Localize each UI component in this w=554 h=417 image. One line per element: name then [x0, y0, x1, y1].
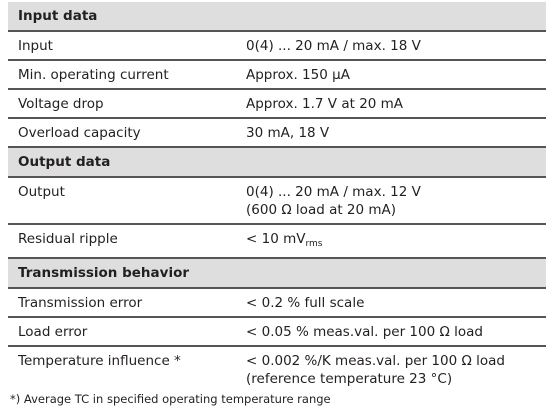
row-label: Overload capacity: [18, 125, 141, 141]
row-value: 0(4) ... 20 mA / max. 18 V: [246, 37, 546, 55]
table-row: Temperature influence * < 0.002 %/K meas.…: [8, 345, 546, 392]
row-label: Input: [18, 38, 53, 54]
value-line: 30 mA, 18 V: [246, 125, 330, 141]
row-label: Voltage drop: [18, 96, 104, 112]
value-line: Approx. 1.7 V at 20 mA: [246, 96, 404, 112]
row-label: Output: [18, 184, 65, 200]
row-label: Min. operating current: [18, 67, 169, 83]
section-header: Output data: [8, 146, 546, 176]
row-value: < 0.002 %/K meas.val. per 100 Ω load (ref…: [246, 352, 546, 388]
row-value: < 10 mVrms: [246, 230, 546, 253]
row-label: Load error: [18, 324, 88, 340]
section-header: Transmission behavior: [8, 257, 546, 287]
value-line: Approx. 150 µA: [246, 67, 350, 83]
value-line: (reference temperature 23 °C): [246, 371, 453, 387]
row-value: < 0.05 % meas.val. per 100 Ω load: [246, 323, 546, 341]
footnote: *) Average TC in specified operating tem…: [10, 392, 331, 406]
row-value: Approx. 1.7 V at 20 mA: [246, 95, 546, 113]
table-row: Input 0(4) ... 20 mA / max. 18 V: [8, 30, 546, 59]
spec-table: Input data Input 0(4) ... 20 mA / max. 18 …: [8, 2, 546, 392]
row-label: Temperature influence *: [18, 353, 181, 369]
table-row: Transmission error < 0.2 % full scale: [8, 287, 546, 316]
value-line: (600 Ω load at 20 mA): [246, 202, 397, 218]
value-line: < 0.2 % full scale: [246, 295, 365, 311]
table-row: Overload capacity 30 mA, 18 V: [8, 117, 546, 146]
value-line: < 0.002 %/K meas.val. per 100 Ω load: [246, 353, 505, 369]
row-value: Approx. 150 µA: [246, 66, 546, 84]
row-label: Residual ripple: [18, 231, 118, 247]
value-line: < 0.05 % meas.val. per 100 Ω load: [246, 324, 483, 340]
table-row: Residual ripple < 10 mVrms: [8, 223, 546, 257]
value-line: < 10 mVrms: [246, 231, 323, 249]
table-row: Voltage drop Approx. 1.7 V at 20 mA: [8, 88, 546, 117]
table-row: Min. operating current Approx. 150 µA: [8, 59, 546, 88]
value-line: 0(4) ... 20 mA / max. 12 V: [246, 184, 421, 200]
table-row: Load error < 0.05 % meas.val. per 100 Ω l…: [8, 316, 546, 345]
section-header: Input data: [8, 2, 546, 30]
row-label: Transmission error: [18, 295, 143, 311]
table-row: Output 0(4) ... 20 mA / max. 12 V (600 Ω l…: [8, 176, 546, 223]
row-value: 30 mA, 18 V: [246, 124, 546, 142]
value-subscript: rms: [305, 239, 323, 249]
value-line: 0(4) ... 20 mA / max. 18 V: [246, 38, 421, 54]
row-value: < 0.2 % full scale: [246, 294, 546, 312]
row-value: 0(4) ... 20 mA / max. 12 V (600 Ω load at…: [246, 183, 546, 219]
